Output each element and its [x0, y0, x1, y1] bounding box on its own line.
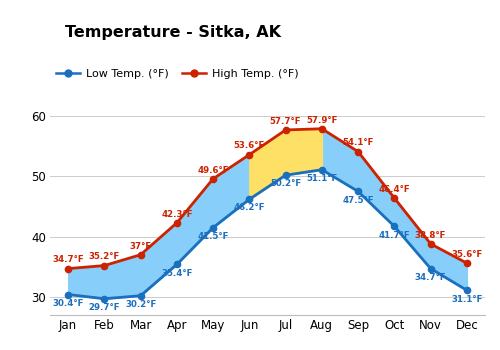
- Text: 30.2°F: 30.2°F: [125, 300, 156, 309]
- High Temp. (°F): [246, 153, 252, 157]
- Text: 35.2°F: 35.2°F: [89, 252, 120, 261]
- Line: Low Temp. (°F): Low Temp. (°F): [65, 167, 470, 302]
- Text: 34.7°F: 34.7°F: [415, 273, 446, 282]
- Text: 42.3°F: 42.3°F: [161, 210, 192, 218]
- High Temp. (°F): [102, 264, 107, 268]
- Text: 35.4°F: 35.4°F: [161, 268, 192, 278]
- Text: 41.7°F: 41.7°F: [378, 231, 410, 240]
- Legend: Low Temp. (°F), High Temp. (°F): Low Temp. (°F), High Temp. (°F): [51, 64, 303, 83]
- Text: 41.5°F: 41.5°F: [198, 232, 229, 241]
- Text: 29.7°F: 29.7°F: [88, 303, 120, 312]
- Text: 49.6°F: 49.6°F: [198, 166, 229, 175]
- High Temp. (°F): [174, 221, 180, 225]
- Text: 34.7°F: 34.7°F: [52, 256, 84, 264]
- Low Temp. (°F): [392, 224, 398, 229]
- Low Temp. (°F): [65, 292, 71, 296]
- Low Temp. (°F): [319, 168, 325, 172]
- Low Temp. (°F): [246, 197, 252, 201]
- Text: 53.6°F: 53.6°F: [234, 141, 265, 150]
- High Temp. (°F): [392, 196, 398, 200]
- Low Temp. (°F): [428, 266, 434, 271]
- Text: 46.2°F: 46.2°F: [234, 203, 265, 212]
- Text: 47.5°F: 47.5°F: [342, 196, 374, 205]
- Low Temp. (°F): [174, 262, 180, 266]
- Low Temp. (°F): [210, 225, 216, 230]
- Low Temp. (°F): [102, 296, 107, 301]
- Text: Temperature - Sitka, AK: Temperature - Sitka, AK: [65, 25, 281, 40]
- Text: 50.2°F: 50.2°F: [270, 179, 301, 188]
- High Temp. (°F): [464, 261, 470, 265]
- High Temp. (°F): [65, 266, 71, 271]
- High Temp. (°F): [355, 149, 361, 154]
- Text: 31.1°F: 31.1°F: [451, 294, 482, 303]
- Text: 51.1°F: 51.1°F: [306, 174, 338, 183]
- Text: 37°F: 37°F: [130, 241, 152, 251]
- Text: 30.4°F: 30.4°F: [52, 299, 84, 308]
- Low Temp. (°F): [464, 288, 470, 292]
- High Temp. (°F): [319, 127, 325, 131]
- High Temp. (°F): [428, 242, 434, 246]
- Low Temp. (°F): [355, 189, 361, 194]
- Text: 57.7°F: 57.7°F: [270, 117, 302, 126]
- Text: 46.4°F: 46.4°F: [378, 185, 410, 194]
- High Temp. (°F): [138, 253, 143, 257]
- Low Temp. (°F): [282, 173, 288, 177]
- Low Temp. (°F): [138, 294, 143, 298]
- Text: 57.9°F: 57.9°F: [306, 116, 338, 125]
- High Temp. (°F): [210, 177, 216, 181]
- Line: High Temp. (°F): High Temp. (°F): [65, 126, 470, 272]
- Text: 54.1°F: 54.1°F: [342, 139, 374, 147]
- High Temp. (°F): [282, 128, 288, 132]
- Text: 38.8°F: 38.8°F: [415, 231, 446, 240]
- Text: 35.6°F: 35.6°F: [451, 250, 482, 259]
